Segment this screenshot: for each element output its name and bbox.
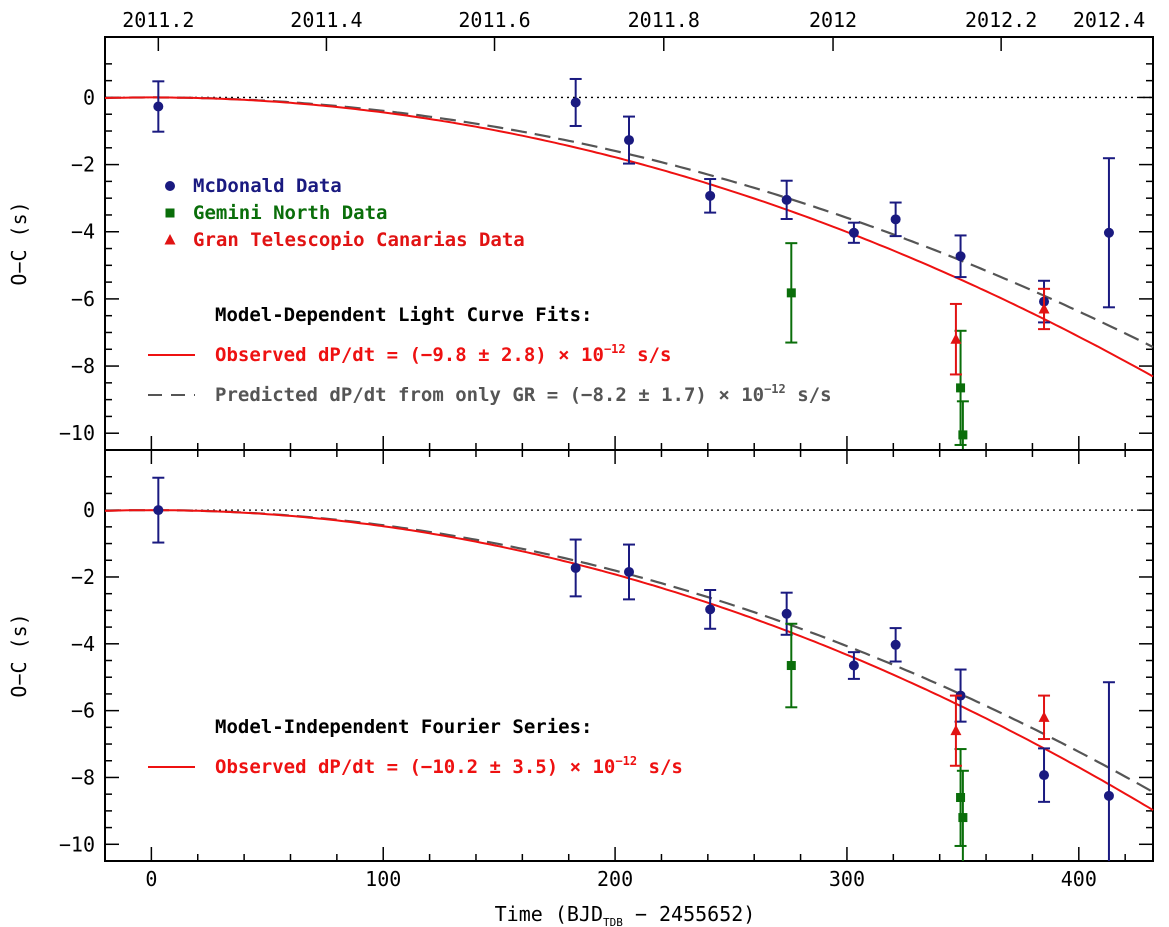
year-tick-label: 2012.2 <box>965 8 1037 32</box>
curve-label-tail: s/s <box>786 384 832 406</box>
mcdonald-point <box>624 135 634 146</box>
annotation-title: Model-Independent Fourier Series: <box>215 716 593 738</box>
mcdonald-point <box>890 214 901 225</box>
y-tick-label: −10 <box>59 421 95 445</box>
year-tick-label: 2011.4 <box>290 8 362 32</box>
mcdonald-point <box>570 562 581 573</box>
curve-label: Observed dP/dt = (−10.2 ± 3.5) × 10−12 s… <box>215 754 683 778</box>
mcdonald-point <box>848 227 859 238</box>
gtc-point <box>1038 711 1050 722</box>
gemini-point <box>956 793 966 803</box>
gtc-point <box>1038 302 1050 314</box>
gemini-point <box>958 430 968 440</box>
legend-marker-square <box>165 208 175 218</box>
gemini-point <box>786 661 796 671</box>
x-axis-label-subscript: TDB <box>603 916 623 927</box>
legend-marker-circle <box>165 181 175 191</box>
y-tick-label: −6 <box>71 287 95 311</box>
mcdonald-point <box>955 251 966 262</box>
mcdonald-point <box>705 604 716 615</box>
year-tick-label: 2011.2 <box>122 8 194 32</box>
y-tick-label: −8 <box>71 765 95 789</box>
mcdonald-point <box>1103 790 1114 801</box>
x-tick-label: 0 <box>145 867 157 891</box>
mcdonald-point <box>848 660 859 671</box>
year-tick-label: 2012 <box>809 8 857 32</box>
x-tick-label: 300 <box>829 867 865 891</box>
mcdonald-point <box>1039 770 1050 781</box>
y-axis-label: O−C (s) <box>7 201 31 285</box>
y-tick-label: −10 <box>59 832 95 856</box>
gemini-point <box>786 288 796 298</box>
mcdonald-point <box>890 639 901 650</box>
annotation-title: Model-Dependent Light Curve Fits: <box>215 304 593 326</box>
mcdonald-point <box>781 194 792 205</box>
year-tick-label: 2012.4 <box>1073 8 1145 32</box>
gtc-point <box>950 333 962 344</box>
mcdonald-point <box>153 505 164 516</box>
gtc-point <box>950 724 962 736</box>
y-tick-label: −2 <box>71 565 95 589</box>
y-tick-label: −4 <box>71 632 95 656</box>
curve-label-exponent: −12 <box>604 342 626 356</box>
curve-label: Observed dP/dt = (−9.8 ± 2.8) × 10−12 s/… <box>215 342 671 366</box>
y-axis-label: O−C (s) <box>7 613 31 697</box>
x-axis-label-tail: − 2455652) <box>623 902 755 926</box>
mcdonald-point <box>624 566 634 577</box>
mcdonald-point <box>153 101 164 112</box>
x-tick-label: 100 <box>365 867 401 891</box>
mcdonald-point <box>570 97 581 108</box>
year-tick-label: 2011.6 <box>458 8 530 32</box>
curve-label-exponent: −12 <box>615 754 637 768</box>
panel-top: 0 −2 −4 −6 −8 −10 2011.2 2011.4 2011.6 2011.8 2012… <box>7 8 1154 451</box>
mcdonald-point <box>705 190 716 201</box>
panel-bottom: 0 −2 −4 −6 −8 −10 0 100 200 300 400 Time (BJDTDB − … <box>7 449 1154 927</box>
legend-label: Gran Telescopio Canarias Data <box>193 229 525 251</box>
curve-label-tail: s/s <box>637 756 683 778</box>
x-tick-label: 200 <box>597 867 633 891</box>
year-tick-label: 2011.8 <box>628 8 700 32</box>
legend-label: McDonald Data <box>193 175 342 197</box>
legend-marker-triangle <box>164 234 176 245</box>
legend-label: Gemini North Data <box>193 202 387 224</box>
x-axis-label: Time (BJDTDB − 2455652) <box>495 902 756 927</box>
mcdonald-point <box>1103 227 1114 238</box>
mcdonald-point <box>781 608 792 619</box>
curve-label-tail: s/s <box>626 344 672 366</box>
x-tick-label: 400 <box>1061 867 1097 891</box>
y-tick-label: −4 <box>71 220 95 244</box>
curve-label-exponent: −12 <box>764 382 786 396</box>
y-tick-label: 0 <box>83 85 95 109</box>
curve-label: Predicted dP/dt from only GR = (−8.2 ± 1… <box>215 382 832 406</box>
gemini-point <box>958 813 968 823</box>
gemini-point <box>956 383 966 393</box>
y-tick-label: 0 <box>83 498 95 522</box>
y-tick-label: −2 <box>71 153 95 177</box>
y-tick-label: −8 <box>71 354 95 378</box>
y-tick-label: −6 <box>71 699 95 723</box>
plot-frame <box>104 449 1154 862</box>
